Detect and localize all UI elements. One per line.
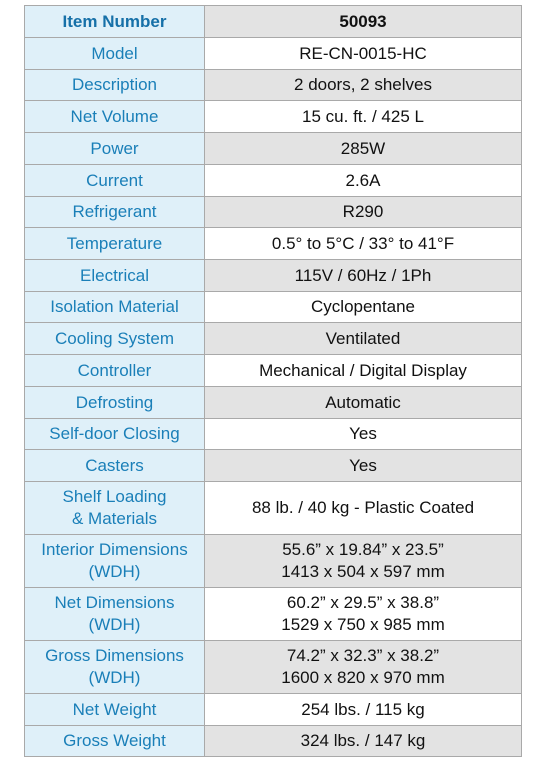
row-label: Current	[24, 164, 205, 197]
row-value: RE-CN-0015-HC	[204, 37, 522, 70]
table-row-description: Description 2 doors, 2 shelves	[24, 69, 522, 101]
row-value: 50093	[204, 5, 522, 38]
row-value: Yes	[204, 449, 522, 482]
row-label: Gross Weight	[24, 725, 205, 757]
table-row-gross-dimensions: Gross Dimensions (WDH) 74.2” x 32.3” x 3…	[24, 640, 522, 694]
row-value: Ventilated	[204, 322, 522, 355]
table-row-cooling-system: Cooling System Ventilated	[24, 322, 522, 355]
row-value: 324 lbs. / 147 kg	[204, 725, 522, 757]
row-label: Controller	[24, 354, 205, 387]
row-label: Shelf Loading & Materials	[24, 481, 205, 535]
row-label: Description	[24, 69, 205, 101]
table-row-defrosting: Defrosting Automatic	[24, 386, 522, 419]
row-value: 15 cu. ft. / 425 L	[204, 100, 522, 133]
row-label: Net Weight	[24, 693, 205, 726]
table-row-item-number: Item Number 50093	[24, 5, 522, 38]
row-label: Electrical	[24, 259, 205, 292]
row-value: Automatic	[204, 386, 522, 419]
row-label: Net Dimensions (WDH)	[24, 587, 205, 641]
table-row-controller: Controller Mechanical / Digital Display	[24, 354, 522, 387]
table-row-temperature: Temperature 0.5° to 5°C / 33° to 41°F	[24, 227, 522, 260]
table-row-self-door-closing: Self-door Closing Yes	[24, 418, 522, 450]
row-value: 254 lbs. / 115 kg	[204, 693, 522, 726]
row-label: Item Number	[24, 5, 205, 38]
row-value: 2.6A	[204, 164, 522, 197]
row-value: 0.5° to 5°C / 33° to 41°F	[204, 227, 522, 260]
row-value: 88 lb. / 40 kg - Plastic Coated	[204, 481, 522, 535]
table-row-isolation-material: Isolation Material Cyclopentane	[24, 291, 522, 323]
table-row-interior-dimensions: Interior Dimensions (WDH) 55.6” x 19.84”…	[24, 534, 522, 588]
table-row-model: Model RE-CN-0015-HC	[24, 37, 522, 70]
spec-table: Item Number 50093 Model RE-CN-0015-HC De…	[24, 5, 522, 757]
row-label: Net Volume	[24, 100, 205, 133]
row-value: 74.2” x 32.3” x 38.2” 1600 x 820 x 970 m…	[204, 640, 522, 694]
table-row-refrigerant: Refrigerant R290	[24, 196, 522, 228]
row-label: Isolation Material	[24, 291, 205, 323]
row-value: Mechanical / Digital Display	[204, 354, 522, 387]
table-row-net-weight: Net Weight 254 lbs. / 115 kg	[24, 693, 522, 726]
row-value: 285W	[204, 132, 522, 165]
row-label: Self-door Closing	[24, 418, 205, 450]
table-row-gross-weight: Gross Weight 324 lbs. / 147 kg	[24, 725, 522, 757]
row-label: Gross Dimensions (WDH)	[24, 640, 205, 694]
row-value: 60.2” x 29.5” x 38.8” 1529 x 750 x 985 m…	[204, 587, 522, 641]
row-label: Defrosting	[24, 386, 205, 419]
table-row-net-dimensions: Net Dimensions (WDH) 60.2” x 29.5” x 38.…	[24, 587, 522, 641]
table-row-shelf-loading: Shelf Loading & Materials 88 lb. / 40 kg…	[24, 481, 522, 535]
row-label: Cooling System	[24, 322, 205, 355]
row-value: R290	[204, 196, 522, 228]
row-label: Casters	[24, 449, 205, 482]
table-row-net-volume: Net Volume 15 cu. ft. / 425 L	[24, 100, 522, 133]
row-value: 115V / 60Hz / 1Ph	[204, 259, 522, 292]
table-row-current: Current 2.6A	[24, 164, 522, 197]
row-label: Temperature	[24, 227, 205, 260]
row-label: Interior Dimensions (WDH)	[24, 534, 205, 588]
table-row-electrical: Electrical 115V / 60Hz / 1Ph	[24, 259, 522, 292]
row-label: Refrigerant	[24, 196, 205, 228]
table-row-power: Power 285W	[24, 132, 522, 165]
row-value: Yes	[204, 418, 522, 450]
row-value: 55.6” x 19.84” x 23.5” 1413 x 504 x 597 …	[204, 534, 522, 588]
row-value: Cyclopentane	[204, 291, 522, 323]
table-row-casters: Casters Yes	[24, 449, 522, 482]
row-label: Model	[24, 37, 205, 70]
row-value: 2 doors, 2 shelves	[204, 69, 522, 101]
row-label: Power	[24, 132, 205, 165]
